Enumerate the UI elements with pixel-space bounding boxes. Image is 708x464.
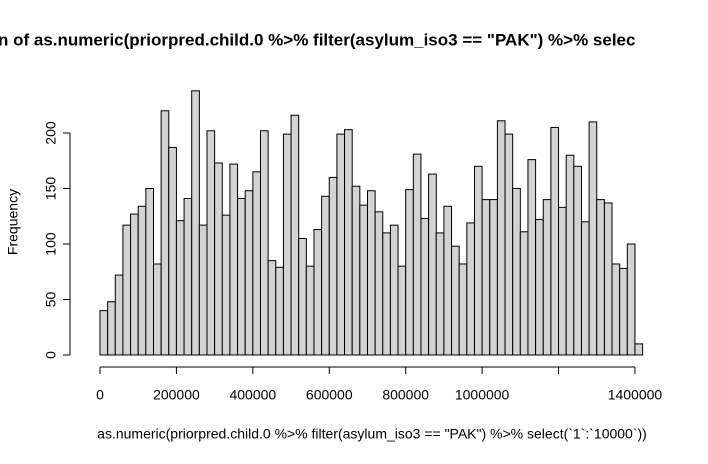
bar	[435, 232, 445, 356]
bar	[496, 120, 506, 356]
bar	[305, 265, 315, 356]
bar	[535, 219, 544, 356]
bar	[504, 133, 514, 356]
bar	[160, 110, 170, 356]
bar	[588, 121, 598, 356]
bar	[397, 265, 407, 356]
bar	[313, 229, 323, 356]
bar	[99, 310, 109, 356]
bar	[237, 197, 246, 356]
bar	[573, 165, 582, 356]
x-tick-label: 600000	[306, 387, 353, 403]
bar	[405, 189, 414, 356]
y-axis-label: Frequency	[5, 189, 21, 255]
bar	[137, 205, 147, 356]
bar	[374, 211, 384, 356]
bar	[527, 159, 537, 356]
bar	[634, 343, 644, 356]
bar	[489, 199, 498, 356]
x-tick-label: 400000	[229, 387, 276, 403]
bar	[168, 146, 177, 356]
bar	[298, 237, 307, 356]
y-tick-label: 0	[43, 351, 59, 359]
bar	[175, 220, 185, 356]
bar	[542, 199, 552, 356]
bar	[351, 185, 361, 356]
y-tick-label: 200	[43, 121, 59, 145]
bar	[328, 176, 338, 356]
bar	[580, 221, 590, 356]
bar	[420, 217, 430, 356]
x-tick-label: 1400000	[608, 387, 663, 403]
bar	[336, 133, 346, 356]
bar	[596, 199, 605, 356]
bar	[481, 199, 491, 356]
bar	[145, 188, 154, 356]
x-axis-label: as.numeric(priorpred.child.0 %>% filter(…	[97, 426, 647, 442]
bar	[619, 267, 628, 356]
bar	[412, 153, 422, 356]
x-tick-label: 0	[96, 387, 104, 403]
bar	[244, 190, 254, 356]
bar	[152, 263, 162, 356]
bar	[466, 222, 475, 356]
bar	[603, 202, 613, 356]
bar	[122, 224, 132, 356]
bar	[428, 173, 437, 356]
bar	[252, 171, 261, 356]
bar	[443, 205, 453, 356]
bar	[558, 206, 567, 356]
bar	[275, 266, 284, 356]
bar	[512, 188, 521, 356]
bar	[451, 245, 460, 356]
bar	[183, 197, 193, 356]
bar	[107, 301, 116, 356]
bar	[290, 114, 300, 356]
bar	[611, 263, 621, 356]
bar	[359, 204, 368, 356]
bar	[259, 130, 269, 356]
bar	[282, 133, 292, 356]
bar	[206, 130, 216, 356]
x-tick-label: 200000	[153, 387, 200, 403]
bar	[221, 214, 231, 356]
bar	[321, 195, 330, 356]
bar	[626, 243, 636, 356]
bar	[458, 263, 468, 356]
bar	[473, 165, 483, 356]
x-tick-label: 1000000	[455, 387, 510, 403]
bar	[198, 224, 208, 356]
bar	[114, 274, 124, 356]
bar	[389, 224, 399, 356]
x-tick-label: 800000	[382, 387, 429, 403]
y-tick-label: 150	[43, 177, 59, 201]
bar	[366, 190, 376, 356]
bar	[229, 163, 239, 356]
bar	[267, 260, 277, 356]
bar	[382, 232, 391, 356]
bar	[550, 126, 560, 356]
y-tick-label: 50	[43, 292, 59, 308]
y-tick-label: 100	[43, 232, 59, 256]
bar	[519, 231, 529, 356]
bar	[344, 129, 353, 356]
bar	[191, 90, 200, 356]
bar	[214, 162, 223, 356]
bar	[565, 154, 575, 356]
chart-title: n of as.numeric(priorpred.child.0 %>% fi…	[0, 30, 635, 49]
bar	[130, 213, 139, 356]
